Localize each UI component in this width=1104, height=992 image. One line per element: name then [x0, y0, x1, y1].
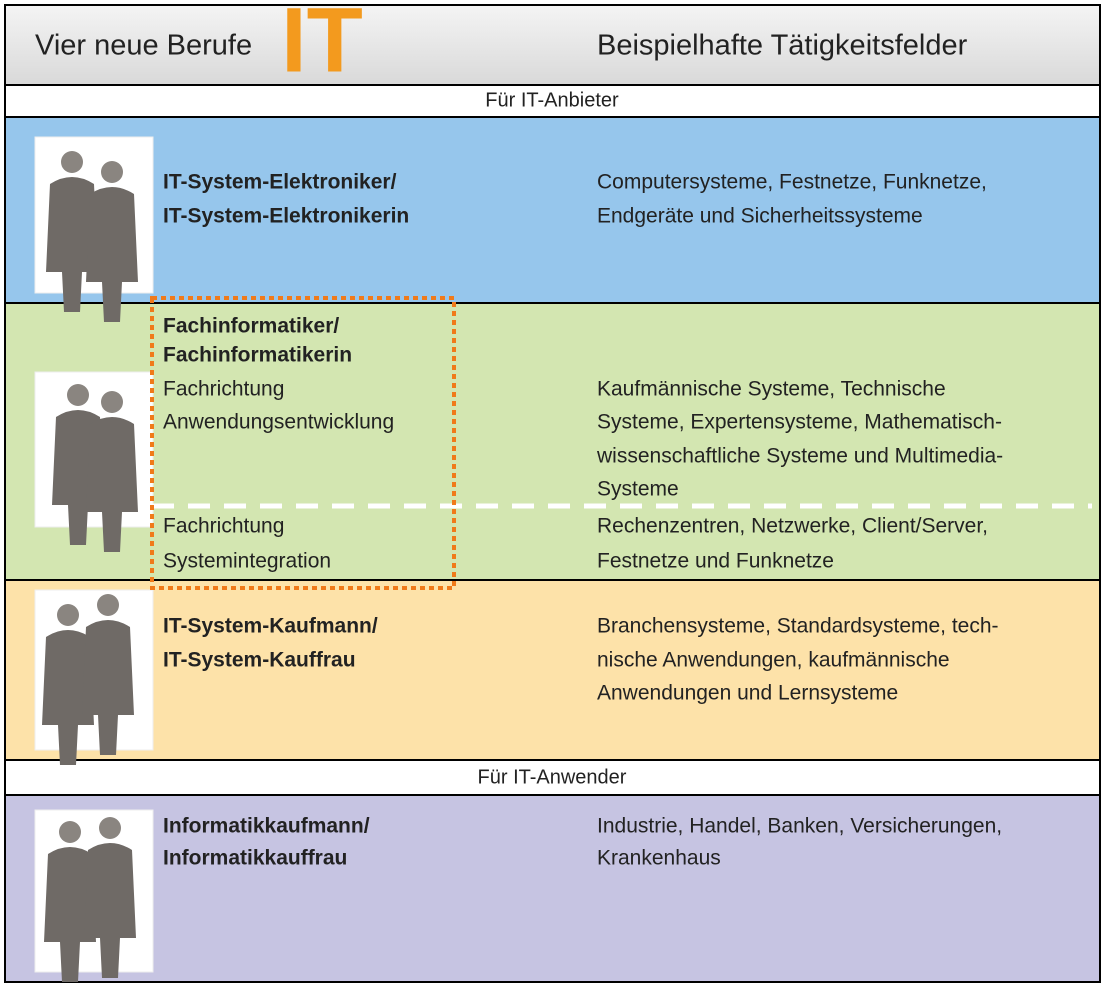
field-text: Kaufmännische Systeme, Technische: [597, 378, 946, 401]
job-title: Fachinformatikerin: [163, 344, 352, 367]
job-title: IT-System-Kaufmann/: [163, 615, 378, 638]
job-title: Informatikkaufmann/: [163, 815, 370, 838]
outer-border: [4, 4, 1101, 983]
header-left: Vier neue Berufe: [35, 30, 252, 62]
section-bg: [5, 85, 1100, 117]
field-text: Computersysteme, Festnetze, Funknetze,: [597, 171, 987, 194]
specialization: Systemintegration: [163, 550, 331, 573]
header-right: Beispielhafte Tätigkeitsfelder: [597, 30, 968, 62]
job-title: IT-System-Elektronikerin: [163, 205, 409, 228]
photo: [34, 809, 154, 982]
section-bg: [5, 760, 1100, 795]
field-text: Branchensysteme, Standardsysteme, tech-: [597, 615, 999, 638]
row-bg: [5, 117, 1100, 303]
row-bg: [5, 795, 1100, 982]
specialization: Fachrichtung: [163, 515, 284, 538]
field-text: Endgeräte und Sicherheitssysteme: [597, 205, 923, 228]
photo: [34, 136, 154, 322]
logo: IT: [281, 0, 363, 91]
header-bg: [5, 5, 1100, 85]
field-text: wissenschaftliche Systeme und Multimedia…: [596, 445, 1003, 468]
job-title: Informatikkauffrau: [163, 847, 347, 870]
job-title: IT-System-Kauffrau: [163, 649, 356, 672]
photo: [34, 589, 154, 765]
section-label: Für IT-Anbieter: [485, 89, 619, 111]
field-text: Systeme: [597, 478, 679, 501]
job-title: IT-System-Elektroniker/: [163, 171, 397, 194]
field-text: nische Anwendungen, kaufmännische: [597, 649, 950, 672]
section-label: Für IT-Anwender: [478, 766, 627, 788]
field-text: Rechenzentren, Netzwerke, Client/Server,: [597, 515, 988, 538]
row-bg: [5, 580, 1100, 760]
field-text: Anwendungen und Lernsysteme: [597, 682, 898, 705]
field-text: Systeme, Expertensysteme, Mathematisch-: [597, 411, 1002, 434]
field-text: Industrie, Handel, Banken, Versicherunge…: [597, 815, 1002, 838]
specialization: Fachrichtung: [163, 378, 284, 401]
field-text: Festnetze und Funknetze: [597, 550, 834, 573]
row-bg: [5, 303, 1100, 580]
field-text: Krankenhaus: [597, 847, 721, 870]
specialization: Anwendungsentwicklung: [163, 411, 394, 434]
photo: [34, 371, 154, 552]
highlight-box: [150, 296, 456, 590]
row-borders: [5, 84, 1100, 796]
job-title: Fachinformatiker/: [163, 315, 339, 338]
